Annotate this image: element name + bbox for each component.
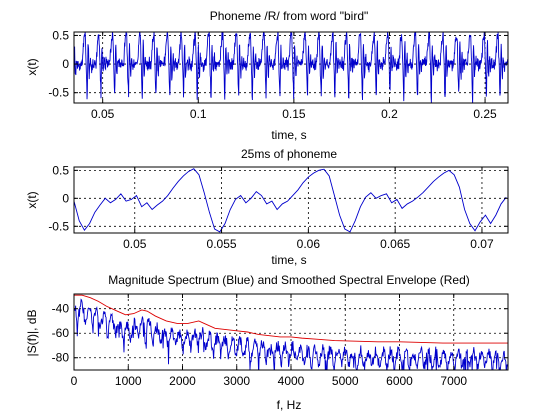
spectrum-panel: Magnitude Spectrum (Blue) and Smoothed S…	[25, 273, 509, 412]
zoom-xtick-label: 0.07	[470, 237, 494, 251]
zoom-xtick-label: 0.06	[297, 237, 321, 251]
magnitude-spectrum-line	[74, 298, 508, 370]
spectrum-xtick-label: 0	[71, 374, 78, 388]
waveform-plot-area	[74, 32, 508, 103]
spectrum-xtick-label: 1000	[115, 374, 142, 388]
spectrum-xtick-label: 5000	[332, 374, 359, 388]
waveform-xtick-label: 0.1	[190, 107, 207, 121]
waveform-title: Phoneme /R/ from word "bird"	[210, 9, 369, 23]
spectrum-ylabel: |S(f)|, dB	[25, 310, 39, 357]
waveform-xtick-label: 0.05	[91, 107, 115, 121]
waveform-axes-frame	[73, 31, 509, 104]
waveform-xtick-label: 0.2	[381, 107, 398, 121]
zoom-xtick-label: 0.065	[380, 237, 410, 251]
waveform-ytick-label: -0.5	[48, 86, 69, 100]
spectrum-xtick-label: 6000	[386, 374, 413, 388]
waveform-ytick-label: 0.5	[52, 28, 69, 42]
spectrum-xtick-label: 3000	[223, 374, 250, 388]
zoom-plot-area	[74, 168, 507, 233]
zoom-ytick-label: 0.5	[52, 163, 69, 177]
spectrum-ytick-label: -80	[52, 351, 70, 365]
waveform-ylabel: x(t)	[25, 58, 39, 75]
spectrum-xtick-label: 7000	[440, 374, 467, 388]
waveform-xlabel: time, s	[271, 128, 306, 142]
zoom-title: 25ms of phoneme	[241, 147, 337, 161]
spectrum-xtick-label: 2000	[169, 374, 196, 388]
spectrum-ytick-label: -40	[52, 302, 70, 316]
spectrum-ytick-label: -60	[52, 326, 70, 340]
spectrum-xtick-label: 4000	[278, 374, 305, 388]
waveform-ytick-label: 0	[62, 57, 69, 71]
zoom-ylabel: x(t)	[25, 191, 39, 208]
spectrum-title: Magnitude Spectrum (Blue) and Smoothed S…	[108, 273, 470, 287]
zoom-ytick-label: 0	[62, 191, 69, 205]
zoomed-waveform-panel: 25ms of phoneme time, s x(t) 0.05 0.055 0.…	[25, 147, 509, 267]
zoom-xtick-label: 0.055	[207, 237, 237, 251]
spectrum-xlabel: f, Hz	[277, 398, 302, 412]
waveform-panel: Phoneme /R/ from word "bird" time, s x(t…	[25, 9, 509, 142]
zoom-ytick-label: -0.5	[48, 219, 69, 233]
zoom-axes-frame	[73, 166, 509, 234]
zoom-signal-line	[74, 168, 507, 233]
smoothed-spectral-envelope-line	[74, 294, 508, 344]
zoom-xtick-label: 0.05	[123, 237, 147, 251]
waveform-xtick-label: 0.25	[473, 107, 497, 121]
zoom-xlabel: time, s	[271, 253, 306, 267]
waveform-signal-line	[74, 32, 508, 103]
waveform-xtick-label: 0.15	[282, 107, 306, 121]
spectrum-plot-area	[74, 294, 508, 370]
